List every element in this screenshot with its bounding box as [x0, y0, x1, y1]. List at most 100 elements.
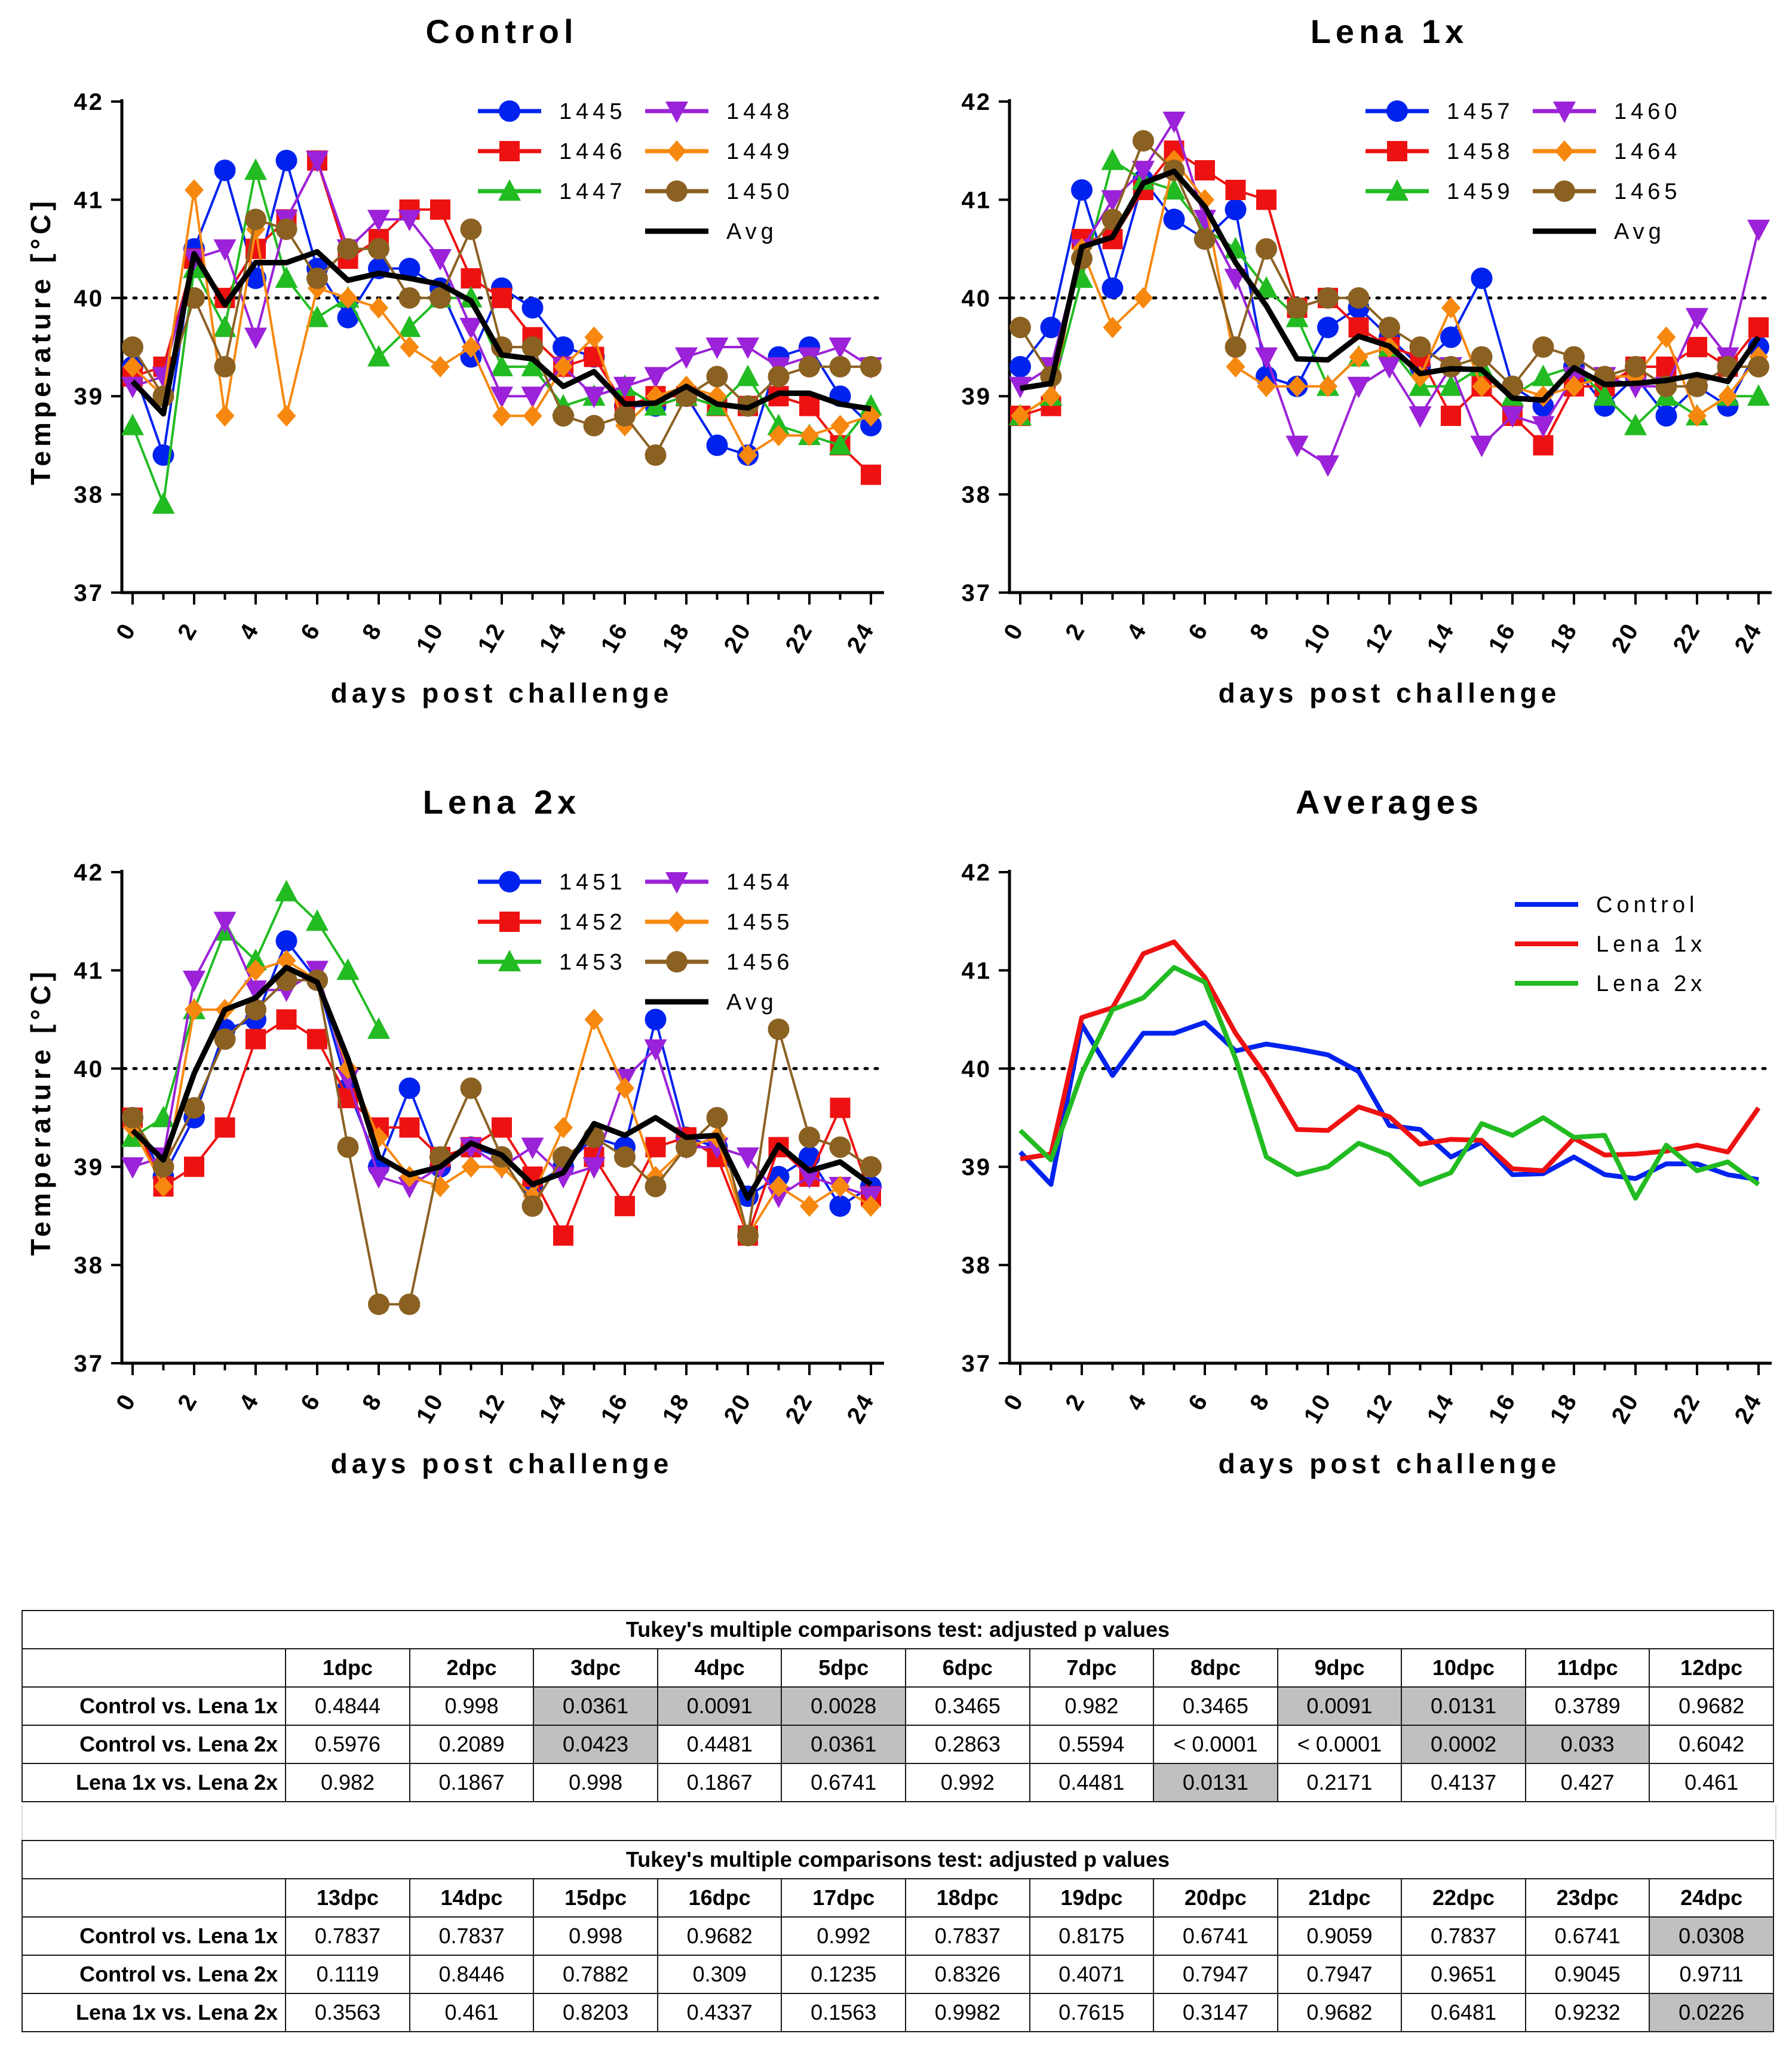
data-point-1452 — [307, 1029, 327, 1050]
data-point-1458 — [1748, 317, 1769, 338]
x-tick-label: 20 — [719, 1389, 756, 1428]
column-header: 16dpc — [656, 1878, 783, 1918]
data-point-1456 — [645, 1176, 667, 1198]
x-tick-label: 2 — [1060, 1389, 1091, 1415]
data-point-1453 — [306, 909, 329, 931]
legend: 1457 1458 1459 1460 1464 1465 Avg — [1366, 99, 1681, 244]
legend-label: 1451 — [559, 870, 627, 895]
data-point-1465 — [1317, 287, 1339, 309]
data-point-1457 — [1040, 317, 1062, 339]
data-point-1452 — [615, 1195, 635, 1216]
p-value-cell: 0.7947 — [1153, 1955, 1278, 1994]
p-value-cell: 0.3563 — [285, 1993, 410, 2032]
legend-label: 1460 — [1614, 99, 1681, 124]
data-point-1449 — [277, 405, 296, 427]
data-point-1447 — [275, 266, 298, 288]
p-value-cell: 0.3465 — [1153, 1686, 1278, 1726]
data-point-1460 — [1532, 416, 1555, 438]
legend-marker — [666, 951, 688, 973]
legend-marker — [1555, 140, 1574, 162]
data-point-1464 — [1441, 297, 1460, 319]
data-point-1458 — [1225, 179, 1246, 200]
data-point-1450 — [860, 355, 882, 378]
chart-title: Lena 2x — [423, 783, 581, 821]
data-point-1456 — [122, 1107, 143, 1128]
data-point-1464 — [1226, 355, 1245, 378]
data-point-1448 — [306, 151, 329, 173]
column-header: 8dpc — [1153, 1648, 1278, 1688]
legend-marker — [1387, 141, 1407, 161]
legend-marker — [665, 872, 688, 894]
data-point-1457 — [1009, 355, 1031, 378]
data-point-1449 — [769, 424, 788, 446]
x-tick-label: 0 — [111, 618, 142, 645]
legend-marker — [665, 102, 688, 123]
y-axis-label: Temperature [°C] — [25, 197, 56, 485]
data-point-1452 — [184, 1157, 204, 1177]
column-header: 21dpc — [1277, 1878, 1403, 1918]
chart-title: Control — [425, 13, 578, 50]
x-tick-label: 0 — [999, 1389, 1029, 1415]
data-point-1449 — [400, 336, 419, 358]
legend-marker — [499, 912, 520, 932]
y-tick-label: 42 — [74, 89, 105, 115]
legend-label: 1448 — [726, 99, 794, 124]
table-title: Tukey's multiple comparisons test: adjus… — [22, 1840, 1774, 1879]
p-value-cell: 0.8203 — [533, 1993, 658, 2032]
y-tick-label: 39 — [74, 1154, 105, 1180]
x-tick-label: 12 — [472, 618, 510, 658]
x-axis-label: days post challenge — [331, 677, 673, 708]
column-header: 11dpc — [1524, 1648, 1650, 1688]
x-tick-label: 22 — [1668, 1389, 1705, 1428]
row-label: Lena 1x vs. Lena 2x — [21, 1993, 287, 2032]
data-point-1465 — [1348, 287, 1370, 309]
p-value-cell: 0.7837 — [1401, 1916, 1526, 1956]
data-point-1454 — [767, 1186, 790, 1208]
legend-label: Lena 2x — [1596, 971, 1706, 996]
data-point-1459 — [1255, 276, 1278, 298]
data-point-1458 — [1195, 160, 1215, 181]
data-point-1447 — [367, 345, 390, 367]
column-header: 6dpc — [905, 1648, 1030, 1688]
legend-label: 1465 — [1614, 179, 1681, 204]
y-tick-label: 41 — [74, 958, 105, 984]
column-header: 17dpc — [781, 1878, 907, 1918]
series-line-Control — [1018, 1020, 1759, 1187]
row-label: Control vs. Lena 2x — [21, 1725, 287, 1764]
x-tick-label: 24 — [1729, 618, 1767, 658]
data-point-1448 — [429, 249, 452, 271]
table-title-row: Tukey's multiple comparisons test: adjus… — [22, 1610, 1774, 1649]
table-row: Control vs. Lena 2x 0.5976 0.2089 0.0423 0.4… — [21, 1725, 1774, 1764]
data-point-1447 — [306, 305, 329, 327]
data-point-1465 — [1471, 346, 1493, 368]
data-point-1458 — [1533, 435, 1554, 456]
x-tick-label: 10 — [411, 1389, 449, 1428]
data-point-1446 — [461, 268, 481, 289]
data-point-1449 — [123, 355, 142, 378]
data-point-1460 — [1409, 406, 1432, 428]
data-point-1449 — [584, 326, 604, 348]
legend-label: Control — [1596, 892, 1699, 918]
column-header: 1dpc — [285, 1648, 410, 1688]
y-tick-label: 42 — [74, 860, 105, 886]
data-point-1454 — [644, 1039, 667, 1061]
data-point-1460 — [1255, 347, 1278, 369]
data-point-1455 — [830, 1176, 850, 1198]
data-point-1464 — [1041, 385, 1061, 407]
data-point-1454 — [398, 1177, 421, 1199]
data-point-1447 — [737, 364, 759, 387]
data-point-1454 — [213, 912, 237, 934]
data-point-1457 — [1163, 208, 1185, 231]
p-value-cell: 0.9651 — [1401, 1955, 1526, 1994]
series-line-1456 — [131, 979, 872, 1306]
data-point-1455 — [584, 1008, 604, 1030]
data-point-1447 — [152, 492, 175, 514]
data-point-1458 — [1441, 406, 1461, 427]
data-point-1454 — [367, 1167, 390, 1189]
p-value-cell: 0.992 — [781, 1916, 907, 1956]
data-point-1460 — [1101, 190, 1124, 212]
x-tick-label: 14 — [534, 1389, 572, 1428]
p-value-cell: 0.0091 — [1277, 1686, 1403, 1726]
x-tick-label: 6 — [296, 618, 326, 645]
x-tick-label: 6 — [1183, 618, 1214, 645]
